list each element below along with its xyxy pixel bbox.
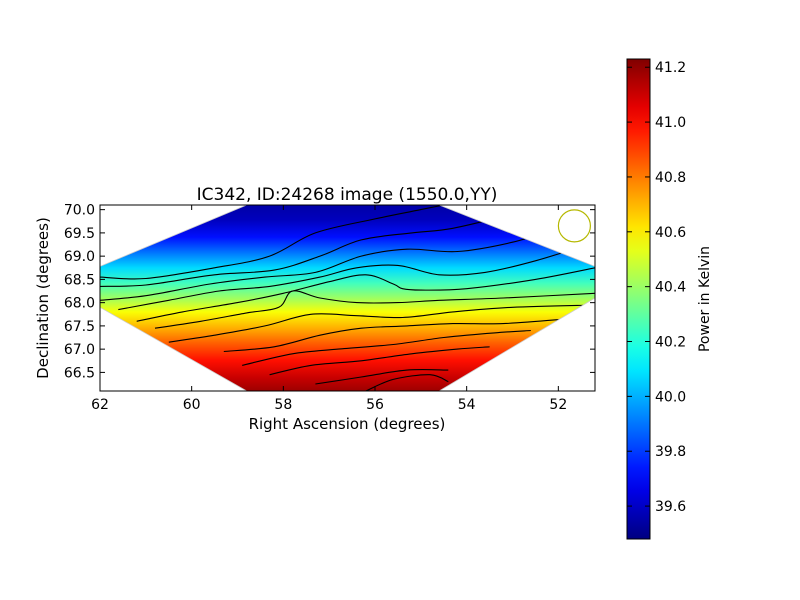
contour-line-9 — [269, 346, 490, 376]
contour-line-6 — [168, 304, 595, 343]
heatmap-field — [100, 205, 595, 391]
y-tick-label: 69.5 — [64, 226, 95, 242]
contour-line-5 — [154, 290, 595, 329]
colorbar-tick-label: 39.6 — [655, 499, 686, 515]
colorbar-tick-label: 40.0 — [655, 389, 686, 405]
x-tick-label: 54 — [458, 397, 476, 413]
y-tick-label: 67.0 — [64, 342, 95, 358]
x-axis-label: Right Ascension (degrees) — [249, 415, 446, 433]
beam-circle — [557, 209, 592, 243]
colorbar-tick-label: 39.8 — [655, 444, 686, 460]
colorbar-tick-label: 40.8 — [655, 170, 686, 186]
contour-line-3 — [118, 241, 595, 311]
contour-line-7 — [223, 318, 568, 353]
contour-line-8 — [241, 329, 531, 366]
colorbar-tick-label: 41.2 — [655, 60, 686, 76]
y-axis-label: Declination (degrees) — [34, 217, 52, 379]
x-tick-label: 60 — [183, 397, 201, 413]
x-tick-label: 58 — [274, 397, 292, 413]
x-tick-label: 52 — [549, 397, 567, 413]
contour-line-4 — [136, 267, 595, 322]
colorbar-tick-label: 40.4 — [655, 280, 686, 296]
x-tick-label: 62 — [91, 397, 109, 413]
contour-line-11 — [365, 374, 449, 391]
colorbar — [626, 58, 651, 540]
contour-lines — [100, 205, 595, 391]
colorbar-tick-label: 40.2 — [655, 335, 686, 351]
contour-line-1 — [100, 213, 513, 287]
x-axis-ticks: 62 60 58 56 54 52 — [91, 205, 567, 413]
contour-line-0 — [100, 205, 444, 280]
y-axis-ticks: 66.5 67.0 67.5 68.0 68.5 69.0 69.5 70.0 — [64, 203, 595, 381]
colorbar-label: Power in Kelvin — [697, 246, 713, 352]
y-tick-label: 69.0 — [64, 249, 95, 265]
chart-title: IC342, ID:24268 image (1550.0,YY) — [197, 185, 498, 205]
y-tick-label: 67.5 — [64, 319, 95, 335]
colorbar-ticks: 39.6 39.8 40.0 40.2 40.4 40.6 40.8 41.0 41.2 — [627, 60, 686, 515]
contour-line-2 — [100, 227, 559, 301]
y-tick-label: 70.0 — [64, 203, 95, 219]
colorbar-tick-label: 40.6 — [655, 225, 686, 241]
mapped-region-edge — [100, 205, 595, 391]
y-tick-label: 66.5 — [64, 365, 95, 381]
axes-frame — [99, 204, 596, 392]
colorbar-tick-label: 41.0 — [655, 115, 686, 131]
x-tick-label: 56 — [366, 397, 384, 413]
plot-area — [100, 205, 595, 391]
contour-line-10 — [315, 369, 449, 385]
y-tick-label: 68.0 — [64, 296, 95, 312]
y-tick-label: 68.5 — [64, 272, 95, 288]
